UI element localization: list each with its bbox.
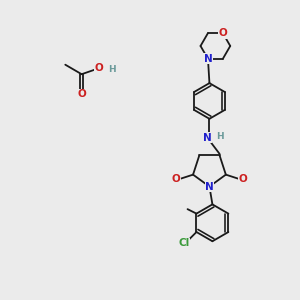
Text: N: N (204, 54, 212, 64)
Text: O: O (218, 28, 227, 38)
Text: O: O (172, 174, 181, 184)
Text: H: H (216, 132, 224, 141)
Text: Cl: Cl (178, 238, 190, 248)
Text: O: O (238, 174, 247, 184)
Text: N: N (203, 133, 212, 142)
Text: O: O (94, 63, 103, 73)
Text: O: O (77, 89, 86, 99)
Text: H: H (108, 65, 116, 74)
Text: N: N (205, 182, 214, 192)
